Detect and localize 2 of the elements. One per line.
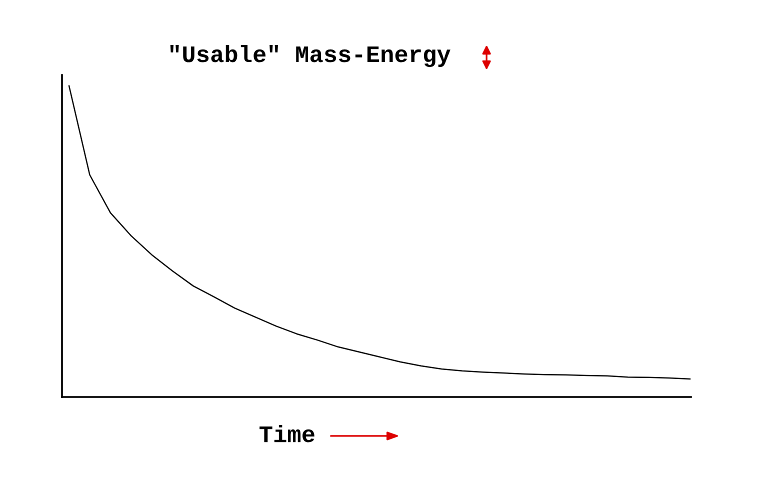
y-axis-title: "Usable" Mass-Energy: [170, 44, 450, 68]
x-axis-title: Time: [260, 424, 314, 442]
